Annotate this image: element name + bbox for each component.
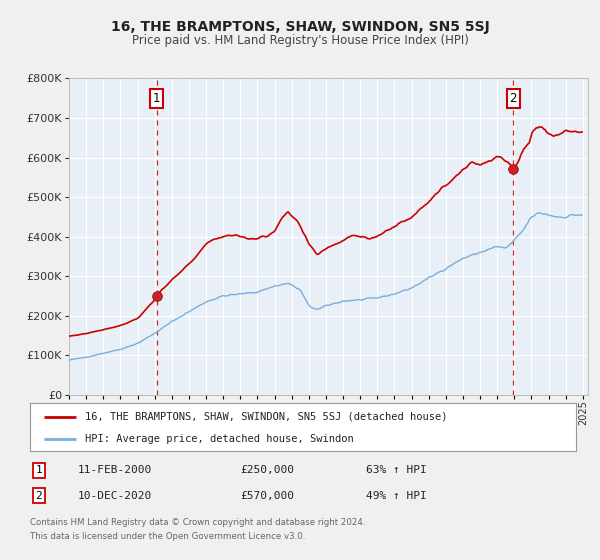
Text: 2: 2 <box>509 92 517 105</box>
Text: Contains HM Land Registry data © Crown copyright and database right 2024.: Contains HM Land Registry data © Crown c… <box>30 519 365 528</box>
Text: 63% ↑ HPI: 63% ↑ HPI <box>366 465 427 475</box>
Text: This data is licensed under the Open Government Licence v3.0.: This data is licensed under the Open Gov… <box>30 532 305 541</box>
Text: 16, THE BRAMPTONS, SHAW, SWINDON, SN5 5SJ: 16, THE BRAMPTONS, SHAW, SWINDON, SN5 5S… <box>110 20 490 34</box>
Text: £250,000: £250,000 <box>240 465 294 475</box>
Text: £570,000: £570,000 <box>240 491 294 501</box>
Text: 1: 1 <box>153 92 160 105</box>
Text: 10-DEC-2020: 10-DEC-2020 <box>78 491 152 501</box>
Text: 11-FEB-2000: 11-FEB-2000 <box>78 465 152 475</box>
Text: 1: 1 <box>35 465 43 475</box>
Text: HPI: Average price, detached house, Swindon: HPI: Average price, detached house, Swin… <box>85 434 353 444</box>
Text: 2: 2 <box>35 491 43 501</box>
Text: Price paid vs. HM Land Registry's House Price Index (HPI): Price paid vs. HM Land Registry's House … <box>131 34 469 46</box>
Text: 16, THE BRAMPTONS, SHAW, SWINDON, SN5 5SJ (detached house): 16, THE BRAMPTONS, SHAW, SWINDON, SN5 5S… <box>85 412 447 422</box>
Text: 49% ↑ HPI: 49% ↑ HPI <box>366 491 427 501</box>
